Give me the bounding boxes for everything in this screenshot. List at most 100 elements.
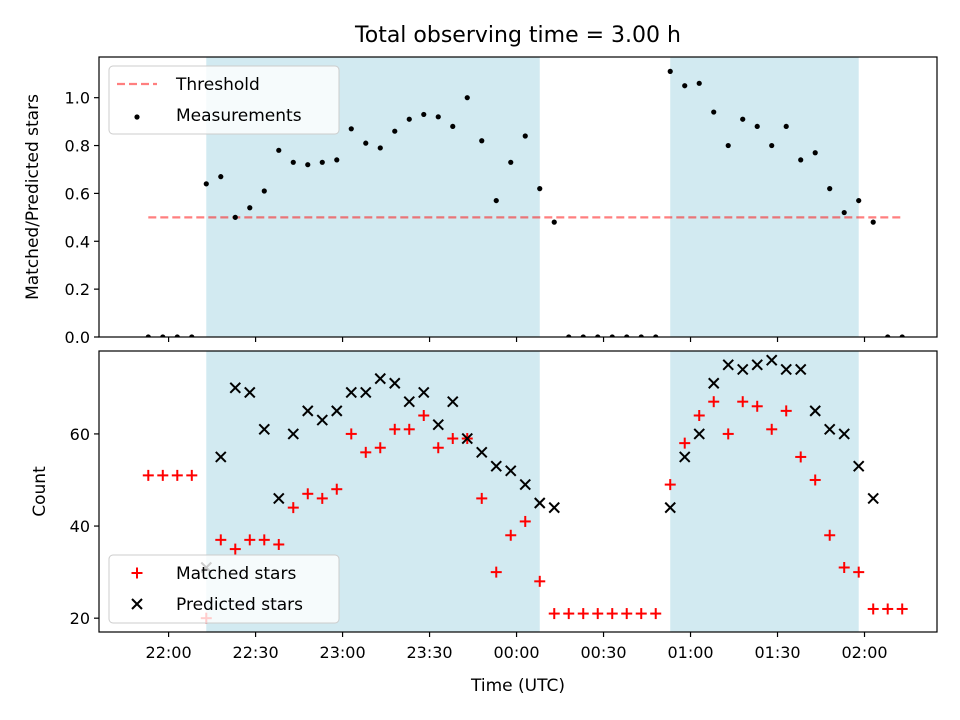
legend: Threshold Measurements bbox=[108, 65, 340, 135]
matched-star-point bbox=[490, 566, 502, 578]
matched-star-point bbox=[505, 529, 517, 541]
predicted-marker-b bbox=[273, 492, 285, 505]
legend-measurement-swatch bbox=[134, 114, 140, 120]
measurement-point bbox=[160, 334, 166, 337]
matched-star-point bbox=[432, 442, 444, 454]
predicted-star-point bbox=[490, 460, 502, 472]
legend-label: Predicted stars bbox=[176, 595, 303, 615]
matched-star-point bbox=[606, 608, 618, 620]
predicted-marker-b bbox=[766, 354, 778, 366]
predicted-star-point bbox=[505, 465, 517, 477]
predicted-marker-b bbox=[534, 497, 546, 509]
predicted-marker-b bbox=[287, 428, 299, 440]
matched-star-point bbox=[635, 608, 647, 620]
measurement-point bbox=[580, 334, 586, 337]
matched-star-point bbox=[693, 409, 705, 421]
matched-star-point bbox=[142, 469, 154, 481]
measurement-point bbox=[885, 334, 891, 337]
matched-star-point bbox=[258, 534, 270, 546]
predicted-marker-b bbox=[664, 501, 676, 514]
predicted-marker-b bbox=[693, 428, 705, 440]
matched-star-point bbox=[519, 515, 531, 527]
predicted-marker-b bbox=[316, 414, 328, 426]
matched-star-point bbox=[171, 469, 183, 481]
y-tick-label: 1.0 bbox=[65, 89, 90, 108]
legend-label: Matched stars bbox=[176, 564, 296, 584]
matched-star-point bbox=[360, 446, 372, 458]
matched-star-point bbox=[650, 608, 662, 620]
matched-star-point bbox=[737, 396, 749, 408]
predicted-star-point bbox=[360, 386, 372, 399]
measurement-point bbox=[189, 334, 195, 337]
predicted-marker-b bbox=[345, 386, 357, 399]
matched-star-point bbox=[838, 562, 850, 574]
matched-star-point bbox=[577, 608, 589, 620]
x-tick-label: 00:00 bbox=[493, 643, 539, 662]
matched-star-point bbox=[389, 423, 401, 435]
plot-frame bbox=[98, 56, 938, 338]
predicted-marker-b bbox=[853, 460, 865, 472]
measurement-point bbox=[551, 219, 557, 225]
measurement-point bbox=[305, 162, 311, 168]
y-tick-label: 0.8 bbox=[65, 137, 90, 156]
measurement-point bbox=[479, 138, 485, 144]
measurement-point bbox=[537, 186, 543, 192]
series-measurements bbox=[145, 68, 905, 337]
measurement-point bbox=[218, 174, 224, 180]
measurement-point bbox=[609, 334, 615, 337]
measurement-point bbox=[421, 111, 427, 118]
legend: Matched stars Predicted stars bbox=[108, 554, 340, 624]
matched-star-point bbox=[563, 608, 575, 620]
measurement-point bbox=[653, 334, 659, 337]
predicted-star-point bbox=[751, 359, 763, 371]
measurement-point bbox=[827, 186, 833, 192]
predicted-star-point bbox=[679, 451, 691, 463]
measurement-point bbox=[522, 133, 528, 139]
measurement-point bbox=[348, 126, 354, 132]
measurement-point bbox=[392, 128, 398, 134]
predicted-star-point bbox=[853, 460, 865, 472]
matched-star-point bbox=[882, 603, 894, 615]
predicted-star-point bbox=[447, 395, 459, 408]
predicted-star-point bbox=[244, 386, 256, 399]
predicted-marker-b bbox=[244, 386, 256, 399]
measurement-point bbox=[667, 68, 673, 74]
matched-star-point bbox=[621, 608, 633, 620]
predicted-star-point bbox=[795, 363, 807, 376]
predicted-star-point bbox=[664, 501, 676, 514]
predicted-star-point bbox=[824, 423, 836, 436]
y-tick-label: 0.0 bbox=[65, 328, 90, 347]
predicted-star-point bbox=[838, 428, 850, 440]
predicted-marker-b bbox=[302, 405, 314, 417]
y-tick-label: 0.6 bbox=[65, 184, 90, 203]
matched-star-point bbox=[722, 428, 734, 440]
predicted-star-point bbox=[534, 497, 546, 509]
predicted-star-point bbox=[273, 492, 285, 505]
x-tick-label: 23:30 bbox=[407, 643, 453, 662]
matched-star-point bbox=[548, 608, 560, 620]
predicted-marker-b bbox=[679, 451, 691, 463]
measurement-point bbox=[377, 145, 383, 151]
measurement-point bbox=[247, 205, 253, 211]
predicted-marker-b bbox=[331, 405, 343, 417]
plot-area bbox=[142, 354, 908, 624]
matched-star-point bbox=[316, 492, 328, 504]
matched-star-point bbox=[157, 469, 169, 481]
predicted-marker-b bbox=[824, 423, 836, 436]
predicted-marker-b bbox=[461, 432, 473, 445]
matched-star-point bbox=[751, 400, 763, 412]
measurement-point bbox=[203, 181, 209, 187]
predicted-marker-b bbox=[418, 386, 430, 399]
predicted-marker-b bbox=[476, 446, 488, 459]
measurement-point bbox=[334, 157, 340, 163]
matched-star-point bbox=[664, 479, 676, 491]
predicted-marker-b bbox=[795, 363, 807, 376]
x-tick-label: 23:00 bbox=[320, 643, 366, 662]
top-panel-matched-ratio: 0.0 0.2 0.4 0.6 0.8 1.0 Matched/Predicted star… bbox=[23, 56, 938, 347]
x-tick-label: 22:30 bbox=[233, 643, 279, 662]
predicted-star-point bbox=[229, 382, 241, 394]
y-axis-label: Matched/Predicted stars bbox=[23, 94, 43, 300]
shaded-interval-2 bbox=[670, 351, 859, 632]
x-axis-label: Time (UTC) bbox=[470, 676, 565, 696]
